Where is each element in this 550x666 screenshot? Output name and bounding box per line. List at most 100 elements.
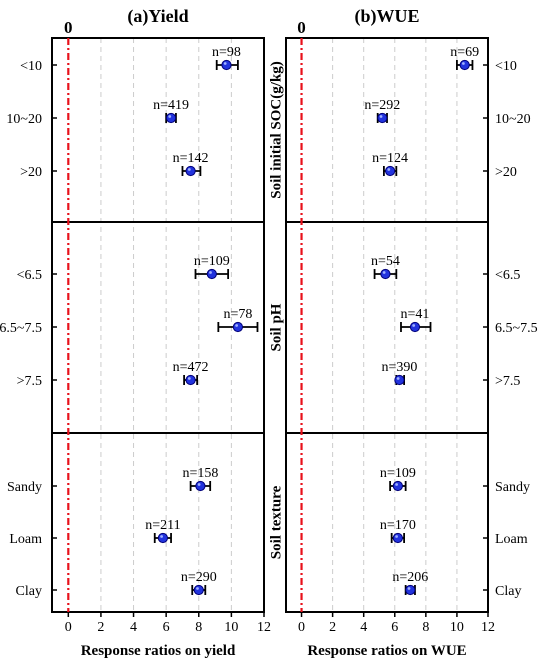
panel-title: (a)Yield [127, 6, 188, 27]
row-group-label: Soil pH [268, 303, 284, 351]
category-label: <6.5 [495, 268, 520, 283]
mean-marker [185, 165, 196, 177]
x-axis-label: Response ratios on yield [81, 643, 236, 659]
x-axis-label: Response ratios on WUE [307, 643, 466, 659]
marker-highlight [160, 535, 163, 538]
marker-highlight [461, 62, 465, 65]
x-tick-label: 8 [195, 620, 202, 635]
mean-marker [385, 165, 396, 177]
x-tick-label: 4 [360, 620, 367, 635]
category-label: <10 [495, 59, 517, 74]
sample-size-label: n=41 [401, 307, 430, 322]
marker-highlight [387, 168, 391, 171]
marker-highlight [395, 535, 398, 538]
panel-frame [285, 37, 489, 613]
mean-marker [193, 584, 204, 596]
zero-label: 0 [64, 18, 73, 37]
category-label: >7.5 [17, 374, 42, 389]
x-tick-label: 0 [298, 620, 305, 635]
mean-marker [392, 480, 403, 492]
marker-highlight [187, 168, 191, 171]
marker-highlight [187, 377, 191, 380]
mean-marker [380, 268, 391, 280]
mean-marker [392, 532, 403, 544]
mean-marker [232, 321, 244, 333]
sample-size-label: n=290 [181, 570, 217, 585]
x-tick-label: 10 [450, 620, 464, 635]
zero-label: 0 [297, 18, 306, 37]
category-label: Sandy [7, 480, 42, 495]
sample-size-label: n=142 [173, 151, 209, 166]
category-label: >7.5 [495, 374, 520, 389]
category-label: Clay [16, 584, 42, 599]
x-tick-label: 10 [224, 620, 238, 635]
mean-marker [409, 321, 421, 333]
category-label: 10~20 [6, 112, 42, 127]
category-label: Loam [495, 532, 528, 547]
row-group-label: Soil initial SOC(g/kg) [268, 61, 284, 199]
sample-size-label: n=124 [372, 151, 408, 166]
mean-marker [459, 59, 470, 71]
mean-marker [405, 584, 416, 596]
sample-size-label: n=69 [450, 45, 479, 60]
category-label: Sandy [495, 480, 530, 495]
marker-highlight [379, 115, 383, 118]
category-label: >20 [20, 165, 42, 180]
marker-highlight [407, 587, 411, 590]
category-label: Loam [9, 532, 42, 547]
category-label: <10 [20, 59, 42, 74]
category-label: >20 [495, 165, 517, 180]
x-tick-label: 6 [391, 620, 398, 635]
mean-marker [157, 532, 168, 544]
category-label: 6.5~7.5 [495, 321, 538, 336]
wue-panel: (b)WUE 0 0 2 4 6 8 10 12 Response ratios on WUE <1… [285, 6, 538, 659]
marker-highlight [382, 271, 386, 274]
x-tick-label: 0 [65, 620, 72, 635]
marker-highlight [168, 115, 172, 118]
sample-size-label: n=390 [381, 360, 417, 375]
category-label: 6.5~7.5 [0, 321, 42, 336]
sample-size-label: n=109 [194, 254, 230, 269]
marker-highlight [196, 587, 199, 590]
marker-highlight [396, 377, 400, 380]
mean-marker [221, 59, 232, 71]
x-tick-label: 12 [481, 620, 495, 635]
mean-marker [165, 112, 177, 124]
panel-frame [51, 37, 265, 613]
row-group-label: Soil texture [268, 485, 284, 559]
x-tick-label: 4 [130, 620, 137, 635]
sample-size-label: n=98 [212, 45, 241, 60]
sample-size-label: n=292 [364, 98, 400, 113]
row-group-labels: Soil initial SOC(g/kg) Soil pH Soil textur… [268, 61, 284, 559]
sample-size-label: n=211 [145, 518, 180, 533]
mean-marker [394, 374, 405, 386]
mean-marker [185, 374, 196, 386]
sample-size-label: n=158 [182, 466, 218, 481]
marker-highlight [412, 324, 416, 327]
sample-size-label: n=54 [371, 254, 400, 269]
panel-title: (b)WUE [354, 6, 419, 27]
x-tick-label: 6 [163, 620, 170, 635]
mean-marker [195, 480, 206, 492]
sample-size-label: n=109 [380, 466, 416, 481]
marker-highlight [223, 62, 227, 65]
category-label: <6.5 [17, 268, 42, 283]
sample-size-label: n=206 [392, 570, 428, 585]
marker-highlight [209, 271, 212, 274]
yield-panel: (a)Yield 0 0 2 4 6 8 10 12 Response ratios on yie… [0, 6, 271, 659]
sample-size-label: n=419 [153, 98, 189, 113]
mean-marker [206, 268, 217, 280]
mean-marker [377, 112, 388, 124]
x-tick-label: 2 [97, 620, 104, 635]
sample-size-label: n=472 [173, 360, 209, 375]
sample-size-label: n=170 [380, 518, 416, 533]
x-tick-label: 2 [329, 620, 336, 635]
x-tick-label: 12 [257, 620, 271, 635]
marker-highlight [235, 324, 239, 327]
marker-highlight [395, 483, 398, 486]
sample-size-label: n=78 [223, 307, 252, 322]
x-tick-label: 8 [422, 620, 429, 635]
category-label: 10~20 [495, 112, 531, 127]
marker-highlight [197, 483, 201, 486]
